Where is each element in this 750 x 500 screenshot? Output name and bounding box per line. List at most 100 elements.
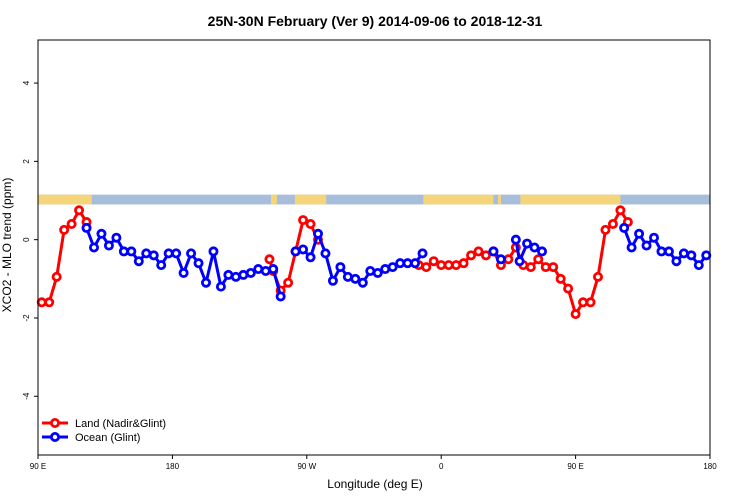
ocean-data-point	[208, 246, 219, 257]
land-data-point	[585, 297, 596, 308]
x-axis-label: Longitude (deg E)	[327, 477, 422, 491]
series-layer	[36, 205, 712, 320]
land-data-point	[44, 297, 55, 308]
x-tick-label: 180	[166, 462, 180, 471]
y-tick-label: -4	[22, 392, 31, 400]
ocean-data-point	[514, 256, 525, 267]
y-tick-label: 2	[22, 159, 31, 164]
ocean-data-point	[641, 240, 652, 251]
ocean-data-point	[126, 246, 137, 257]
land-data-point	[421, 262, 432, 273]
land-data-point	[555, 273, 566, 284]
ocean-data-point	[171, 248, 182, 259]
legend-label: Ocean (Glint)	[75, 432, 140, 444]
ocean-data-point	[81, 222, 92, 233]
land-data-point	[66, 219, 77, 230]
ocean-data-point	[663, 246, 674, 257]
land-data-point	[283, 277, 294, 288]
land-data-point	[473, 246, 484, 257]
land-band-segment	[520, 194, 621, 205]
legend-marker	[50, 417, 61, 428]
y-tick-label: -2	[22, 314, 31, 322]
x-tick-label: 0	[439, 462, 444, 471]
land-band-segment	[270, 194, 277, 205]
ocean-data-point	[510, 234, 521, 245]
ocean-data-point	[200, 277, 211, 288]
y-axis-label: XCO2 - MLO trend (ppm)	[0, 178, 14, 313]
ocean-data-point	[215, 281, 226, 292]
land-band-segment	[497, 194, 501, 205]
x-tick-label: 90 E	[30, 462, 46, 471]
ocean-data-point	[372, 267, 383, 278]
y-tick-label: 0	[22, 237, 31, 242]
ocean-band	[38, 194, 710, 205]
land-data-point	[59, 224, 70, 235]
axes: 90 E 180 90 W 0 90 E 180 -4 -2 0 2 4	[22, 80, 717, 471]
land-data-point	[607, 219, 618, 230]
land-band-segment	[38, 194, 92, 205]
ocean-data-point	[327, 275, 338, 286]
land-data-point	[570, 309, 581, 320]
land-data-point	[615, 205, 626, 216]
legend-marker	[50, 431, 61, 442]
land-data-point	[600, 224, 611, 235]
ocean-data-point	[417, 248, 428, 259]
land-data-point	[305, 219, 316, 230]
ocean-data-point	[410, 258, 421, 269]
ocean-data-point	[671, 256, 682, 267]
ocean-data-point	[186, 248, 197, 259]
land-band-segment	[423, 194, 494, 205]
ocean-data-point	[495, 254, 506, 265]
land-series-line	[41, 208, 88, 304]
land-data-point	[525, 262, 536, 273]
ocean-data-point	[335, 262, 346, 273]
ocean-data-point	[133, 256, 144, 267]
ocean-data-point	[488, 246, 499, 257]
legend-label: Land (Nadir&Glint)	[75, 418, 166, 430]
ocean-data-point	[156, 260, 167, 271]
land-data-point	[428, 256, 439, 267]
ocean-data-point	[103, 240, 114, 251]
ocean-data-point	[693, 260, 704, 271]
plot-frame	[37, 39, 711, 456]
land-band-segment	[294, 194, 327, 205]
ocean-data-point	[387, 262, 398, 273]
land-data-point	[593, 271, 604, 282]
ocean-data-point	[96, 228, 107, 239]
ocean-data-point	[701, 250, 712, 261]
land-data-point	[51, 271, 62, 282]
ocean-data-point	[634, 228, 645, 239]
land-data-point	[548, 262, 559, 273]
land-data-point	[458, 258, 469, 269]
ocean-data-point	[320, 248, 331, 259]
ocean-data-point	[626, 242, 637, 253]
ocean-data-point	[522, 238, 533, 249]
ocean-data-point	[350, 273, 361, 284]
land-data-point	[466, 250, 477, 261]
ocean-data-point	[275, 291, 286, 302]
chart-title: 25N-30N February (Ver 9) 2014-09-06 to 2…	[208, 13, 543, 29]
ocean-data-point	[357, 277, 368, 288]
ocean-data-point	[649, 232, 660, 243]
ocean-data-point	[268, 264, 279, 275]
ocean-data-point	[537, 246, 548, 257]
ocean-data-point	[686, 250, 697, 261]
ocean-data-point	[245, 267, 256, 278]
ocean-data-point	[148, 250, 159, 261]
land-data-point	[264, 254, 275, 265]
ocean-data-point	[193, 258, 204, 269]
x-tick-label: 180	[703, 462, 717, 471]
legend: Land (Nadir&Glint) Ocean (Glint)	[42, 417, 166, 444]
ocean-data-point	[619, 222, 630, 233]
ocean-data-point	[111, 232, 122, 243]
land-data-point	[480, 250, 491, 261]
land-data-point	[533, 254, 544, 265]
ocean-data-point	[305, 252, 316, 263]
land-data-point	[298, 215, 309, 226]
ocean-data-point	[529, 242, 540, 253]
landmask-band	[38, 194, 710, 205]
ocean-data-point	[89, 242, 100, 253]
x-tick-label: 90 E	[567, 462, 583, 471]
y-tick-label: 4	[22, 80, 31, 85]
